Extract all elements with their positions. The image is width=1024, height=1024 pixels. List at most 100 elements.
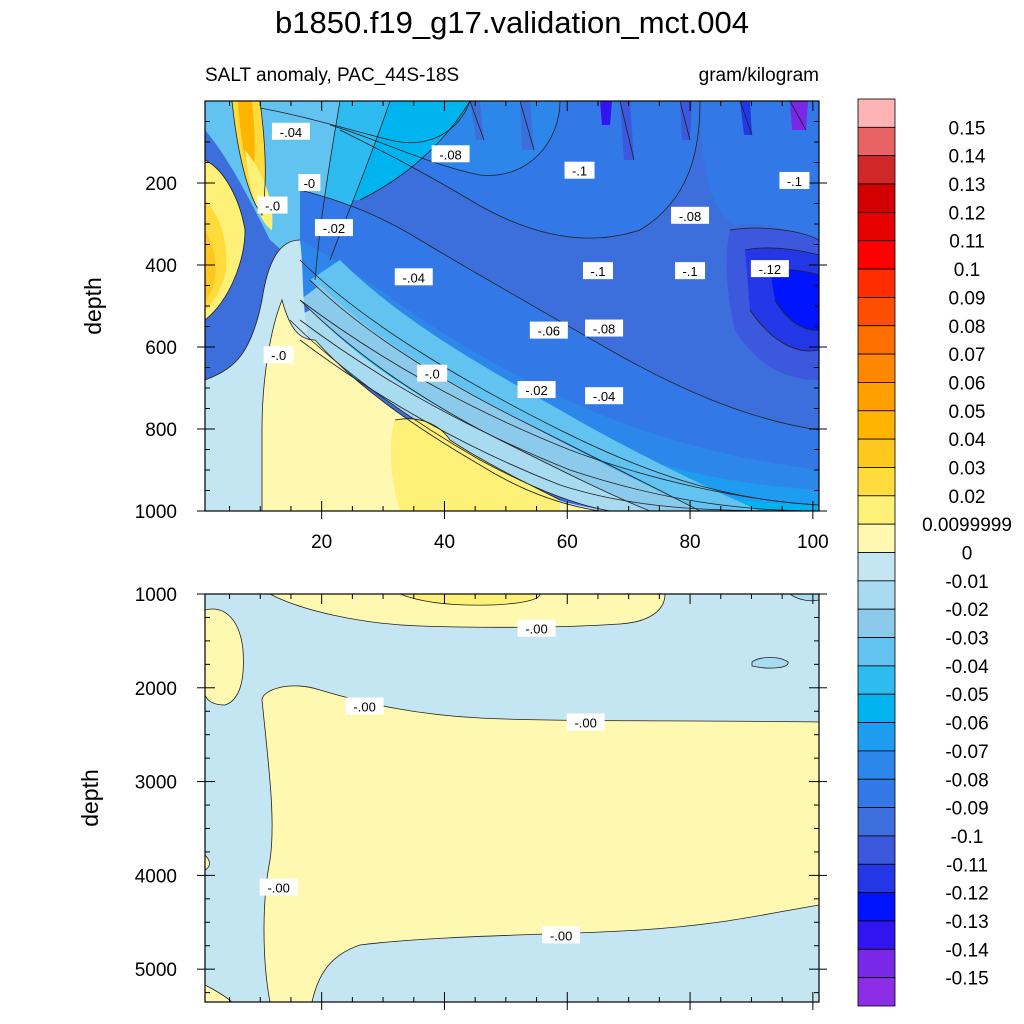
colorbar-label: 0.09 <box>949 288 986 309</box>
lower-field-band <box>205 609 244 705</box>
contour-label-box <box>431 145 470 163</box>
colorbar-label: -0.15 <box>945 969 988 990</box>
contour-label: -.0 <box>263 346 294 364</box>
upper-ticks: 20 40 60 80 100 200 400 600 800 1000 <box>135 101 829 553</box>
colorbar-swatch <box>857 353 896 383</box>
contour-label: -.00 <box>517 619 556 637</box>
colorbar-swatch <box>857 778 896 808</box>
colorbar-swatch <box>857 211 896 242</box>
lower-field-band <box>205 985 232 1002</box>
upper-field-band <box>600 101 612 125</box>
colorbar-label: 0.15 <box>949 118 986 139</box>
upper-field-band <box>310 260 760 511</box>
contour-line <box>299 189 819 431</box>
y-tick-label: 400 <box>145 256 177 277</box>
colorbar-swatch <box>857 155 896 185</box>
contour-line <box>205 159 246 321</box>
contour-label-box <box>585 319 624 337</box>
colorbar-label: -0.12 <box>945 884 988 905</box>
contour-label-text: -.12 <box>759 262 781 277</box>
contour-label-text: -.08 <box>439 147 461 162</box>
contour-label: -.1 <box>675 262 706 280</box>
lower-field-band <box>790 594 819 601</box>
colorbar-label: 0.07 <box>949 345 986 366</box>
colorbar-swatch <box>857 750 896 780</box>
contour-label-box <box>542 926 581 944</box>
contour-label-box <box>675 262 706 280</box>
colorbar-swatch <box>857 580 896 610</box>
y-tick-label: 800 <box>145 420 177 441</box>
colorbar-label: -0.1 <box>951 827 984 848</box>
contour-label: -.1 <box>582 262 613 280</box>
x-tick-label: 20 <box>311 532 332 553</box>
colorbar-label: -0.01 <box>945 572 988 593</box>
contour-label-text: -.1 <box>682 264 697 279</box>
colorbar-swatch <box>857 948 896 979</box>
contour-line <box>261 685 819 723</box>
colorbar-swatch <box>857 438 896 468</box>
contour-label-text: -.04 <box>403 270 425 285</box>
colorbar-swatch <box>857 637 896 667</box>
contour-label: -.02 <box>314 219 353 237</box>
colorbar-label: -0.09 <box>945 799 988 820</box>
upper-field-band <box>205 101 700 239</box>
contour-label-text: -.0 <box>271 348 286 363</box>
lower-ticks: 1000 2000 3000 4000 5000 <box>135 585 827 1010</box>
colorbar-label: 0.02 <box>949 487 986 508</box>
contour-line <box>261 699 273 1002</box>
contour-label-text: -0 <box>304 176 316 191</box>
contour-line <box>359 101 471 201</box>
lower-field <box>205 594 819 1002</box>
contour-label-box <box>671 206 710 224</box>
colorbar-label: -0.05 <box>945 685 988 706</box>
contour-label: -.1 <box>564 161 595 179</box>
chart-subtitle-left: SALT anomaly, PAC_44S-18S <box>205 65 459 86</box>
colorbar-swatch <box>857 665 896 695</box>
contour-label-box <box>750 260 789 278</box>
colorbar-swatch <box>857 608 896 638</box>
colorbar-swatch <box>857 382 896 412</box>
contour-label-box <box>345 697 384 715</box>
colorbar-swatch <box>857 495 896 525</box>
contour-label: -.1 <box>779 171 810 189</box>
colorbar-swatch <box>857 977 896 1007</box>
contour-label-text: -.1 <box>787 174 802 189</box>
upper-field-band <box>205 420 262 511</box>
contour-line <box>289 319 611 511</box>
contour-line <box>205 239 301 381</box>
contour-label-box <box>529 321 568 339</box>
contour-label-text: -.02 <box>323 221 345 236</box>
contour-label: -.02 <box>517 381 556 399</box>
colorbar-swatch <box>857 410 896 440</box>
upper-field-band <box>300 240 819 505</box>
x-tick-label: 80 <box>679 532 700 553</box>
colorbar-swatch <box>857 693 896 723</box>
contour-label-box <box>564 161 595 179</box>
contour-label-text: -.00 <box>550 928 572 943</box>
contour-line <box>259 101 471 144</box>
contour-line <box>299 339 819 511</box>
contour-label-text: -.00 <box>574 715 596 730</box>
contour-line <box>314 101 341 281</box>
colorbar-label: 0.08 <box>949 317 986 338</box>
contour-line <box>329 101 561 176</box>
contour-line <box>269 594 666 628</box>
contour-label-text: -.04 <box>593 389 615 404</box>
contour-line <box>231 101 266 216</box>
colorbar-label: -0.08 <box>945 770 988 791</box>
colorbar-swatch <box>857 722 896 752</box>
contour-line <box>299 259 819 506</box>
x-tick-label: 100 <box>797 532 829 553</box>
contour-line <box>729 227 819 241</box>
contour-label-box <box>271 122 310 140</box>
lower-contour-lines <box>205 594 819 1002</box>
contour-label: -.04 <box>585 387 624 405</box>
colorbar-swatch <box>857 297 896 327</box>
colorbar-label: 0.06 <box>949 373 986 394</box>
y-tick-label: 2000 <box>135 679 177 700</box>
contour-label: -.04 <box>271 122 310 140</box>
colorbar-label: -0.14 <box>945 940 989 961</box>
